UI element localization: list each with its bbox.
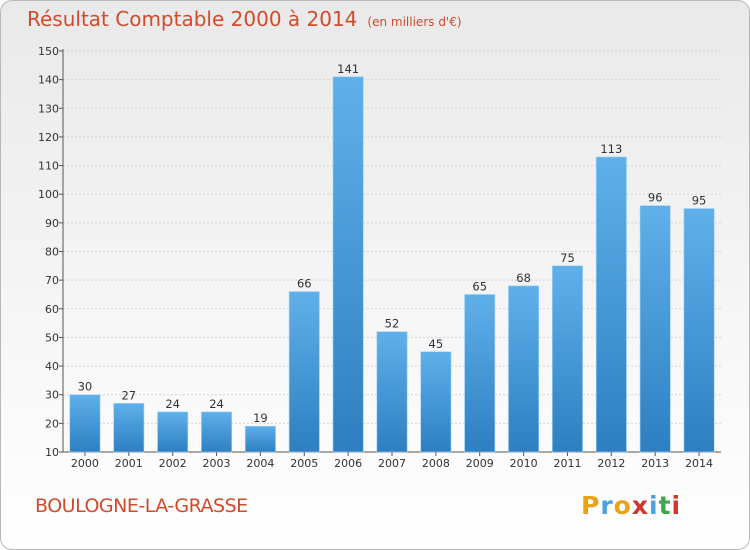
data-label: 66 [297,277,312,291]
y-tick-label: 10 [45,446,59,459]
logo-letter: x [631,491,649,520]
data-label: 52 [385,317,400,331]
y-tick-label: 80 [45,246,59,259]
logo-letter: i [649,491,659,520]
data-label: 30 [78,380,93,394]
y-tick-label: 70 [45,274,59,287]
chart-title: Résultat Comptable 2000 à 2014 (en millie… [27,7,462,31]
data-label: 24 [165,397,180,411]
x-tick-label: 2000 [71,457,99,470]
logo-letter: r [600,491,614,520]
data-label: 27 [121,388,136,402]
x-tick-label: 2008 [422,457,450,470]
title-text: Résultat Comptable 2000 à 2014 [27,7,358,31]
x-tick-label: 2009 [466,457,494,470]
y-tick-label: 150 [38,45,59,58]
bar-2012 [595,156,627,453]
x-tick-label: 2010 [510,457,538,470]
bar-2008 [420,351,452,453]
bars [69,76,715,453]
x-tick-label: 2004 [246,457,274,470]
y-tick-label: 40 [45,360,59,373]
y-tick-label: 20 [45,417,59,430]
bar-2000 [69,394,101,453]
bar-2004 [244,425,276,453]
data-label: 19 [253,411,268,425]
data-label: 113 [600,142,622,156]
data-label: 45 [429,337,444,351]
x-tick-label: 2013 [641,457,669,470]
y-tick-label: 140 [38,74,59,87]
y-tick-label: 110 [38,160,59,173]
y-tick-label: 130 [38,102,59,115]
x-tick-label: 2014 [685,457,713,470]
y-tick-label: 60 [45,303,59,316]
data-label: 65 [472,279,487,293]
data-label: 96 [648,191,663,205]
x-tick-label: 2011 [553,457,581,470]
logo-letter: P [581,491,601,520]
x-tick-label: 2001 [115,457,143,470]
x-tick-label: 2003 [203,457,231,470]
bar-2014 [683,208,715,453]
bar-2013 [639,205,671,453]
bar-2001 [113,403,145,453]
logo-letter: o [613,491,632,520]
bar-2005 [288,291,320,453]
data-label: 75 [560,251,575,265]
x-tick-label: 2002 [159,457,187,470]
x-tick-label: 2006 [334,457,362,470]
y-tick-label: 30 [45,389,59,402]
bar-2011 [552,265,583,453]
logo-letter: i [671,491,682,520]
commune-name: BOULOGNE-LA-GRASSE [35,495,248,517]
data-label: 141 [337,62,359,76]
data-label: 68 [516,271,531,285]
logo-letter: t [658,491,672,520]
data-label: 95 [692,194,707,208]
bar-2007 [376,331,408,453]
labels: 2000 30 2001 27 2002 24 2003 24 2004 19 2005 66 2006… [71,62,713,470]
bar-2003 [201,411,232,453]
y-tick-label: 120 [38,131,59,144]
x-tick-label: 2007 [378,457,406,470]
bar-2009 [464,294,496,453]
y-tick-label: 50 [45,331,59,344]
proxiti-logo: Proxiti [581,491,681,520]
y-tick-label: 100 [38,188,59,201]
y-tick-label: 90 [45,217,59,230]
bar-2010 [508,285,540,453]
data-label: 24 [209,397,224,411]
x-tick-label: 2012 [597,457,625,470]
x-tick-label: 2005 [290,457,318,470]
bar-2002 [157,411,189,453]
bar-2006 [332,76,364,453]
title-unit: (en milliers d'€) [367,15,462,29]
